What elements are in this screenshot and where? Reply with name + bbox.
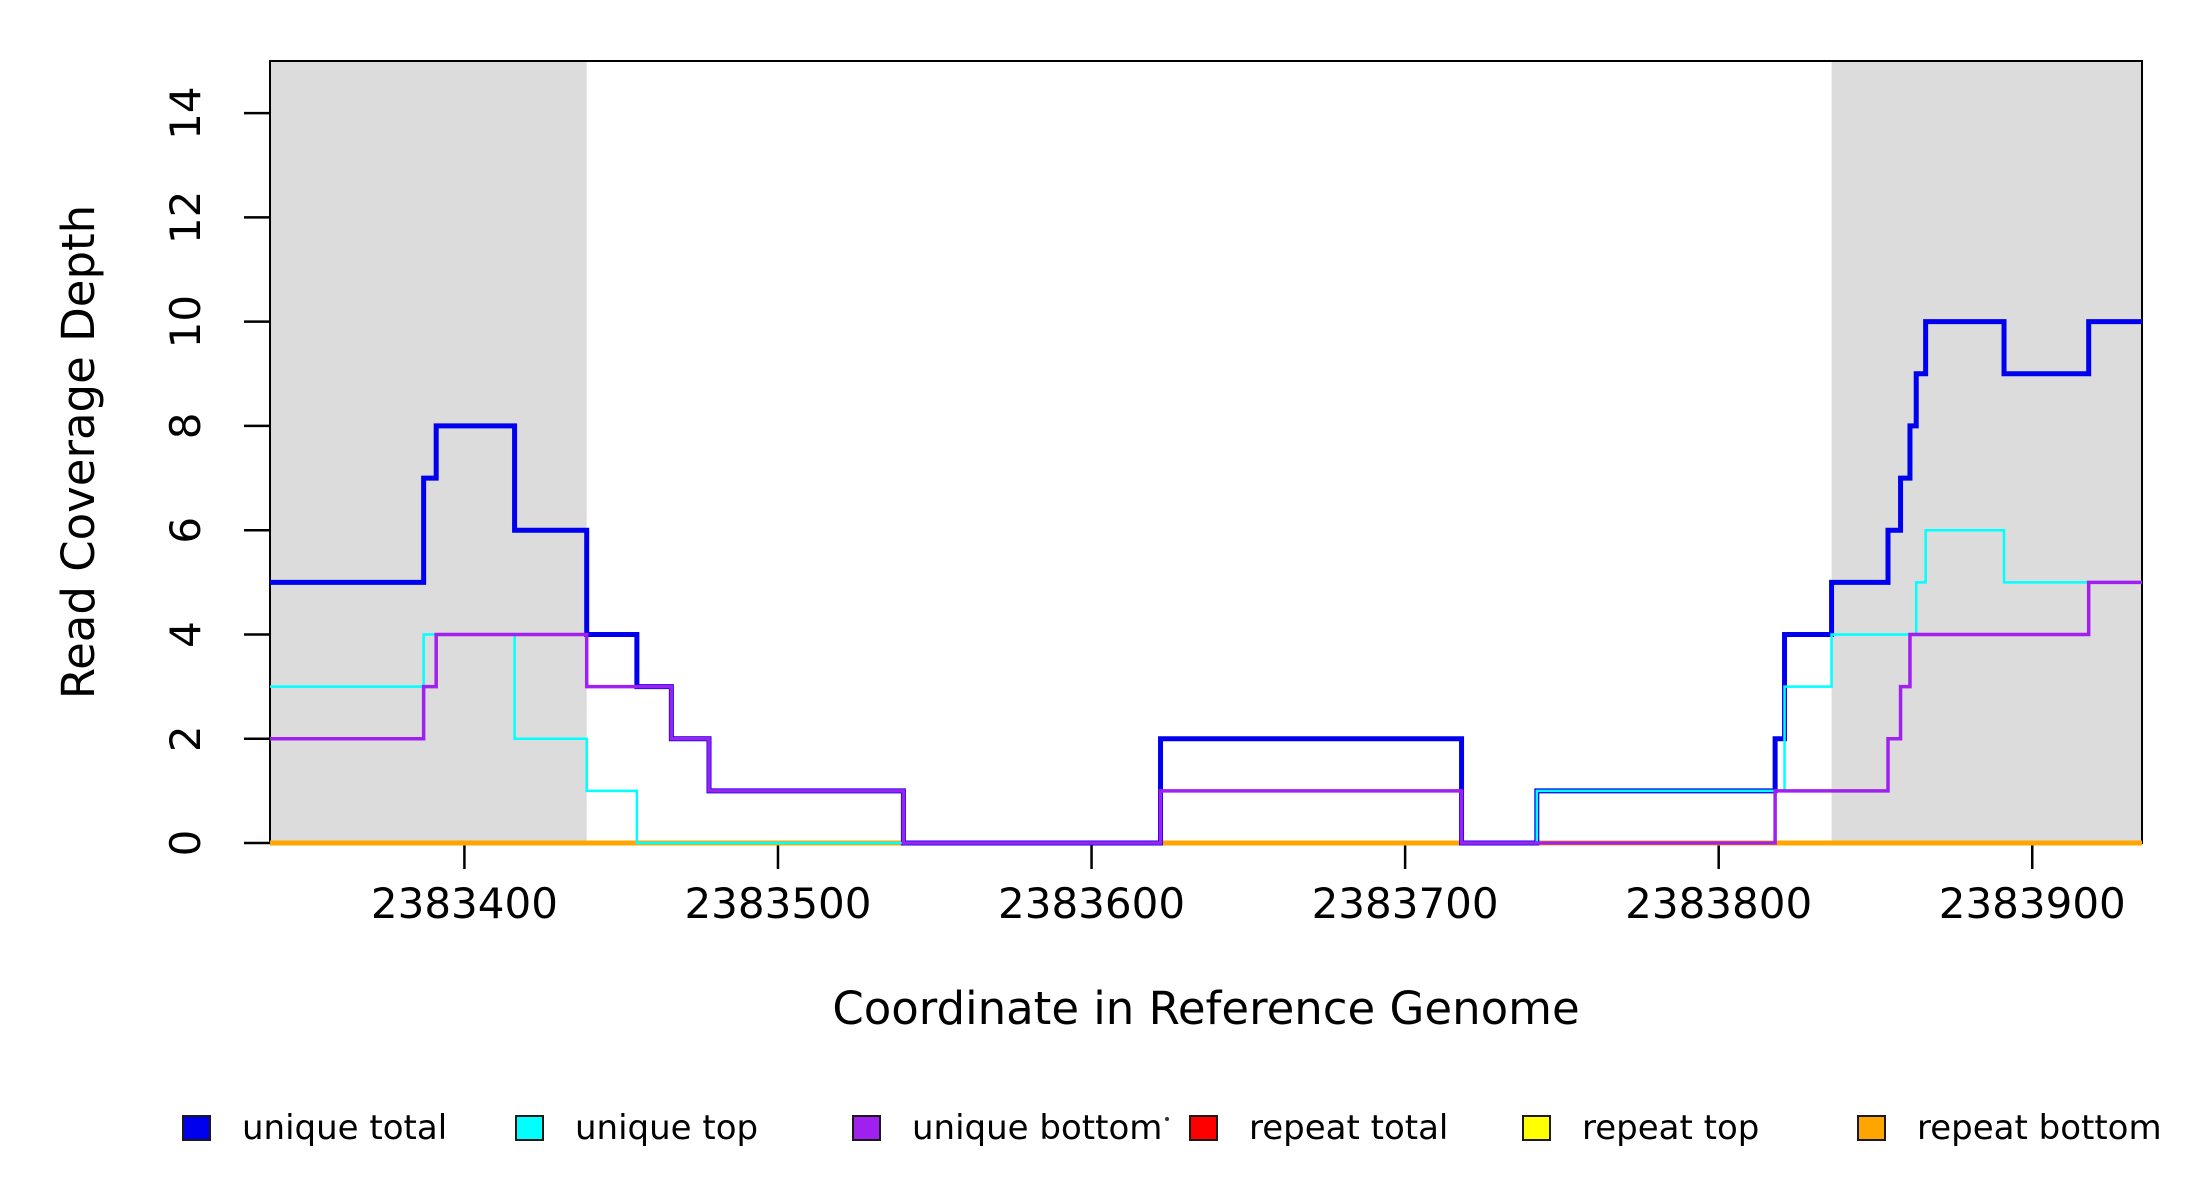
legend-item-unique-total: unique total [182, 1108, 447, 1148]
y-axis-tick-label: 4 [161, 621, 210, 648]
legend-label: unique top [575, 1108, 759, 1148]
legend-item-unique-bottom: unique bottom [852, 1108, 1162, 1148]
x-axis-tick-label: 2383600 [998, 879, 1185, 928]
y-axis-tick-label: 6 [161, 517, 210, 544]
y-axis-tick-label: 0 [161, 830, 210, 857]
repeat-region-band [270, 61, 587, 843]
x-axis-tick-label: 2383700 [1312, 879, 1499, 928]
legend: unique total unique top unique bottom re… [0, 1108, 2200, 1168]
legend-swatch-repeat-top [1522, 1115, 1551, 1141]
y-axis-tick-label: 8 [161, 413, 210, 440]
legend-label: unique bottom [912, 1108, 1163, 1148]
x-axis-title: Coordinate in Reference Genome [832, 982, 1580, 1035]
y-axis-title: Read Coverage Depth [52, 204, 105, 700]
legend-item-repeat-total: repeat total [1189, 1108, 1448, 1148]
legend-swatch-repeat-bottom [1857, 1115, 1886, 1141]
x-axis-tick-label: 2383800 [1625, 879, 1812, 928]
legend-label: repeat bottom [1917, 1108, 2162, 1148]
y-axis-tick-label: 14 [161, 86, 210, 139]
legend-swatch-repeat-total [1189, 1115, 1218, 1141]
x-axis-tick-label: 2383500 [684, 879, 871, 928]
legend-item-repeat-top: repeat top [1522, 1108, 1759, 1148]
x-axis-tick-label: 2383900 [1939, 879, 2126, 928]
series-line-unique-bottom [270, 580, 2142, 845]
legend-item-unique-top: unique top [515, 1108, 758, 1148]
stray-dot-artifact [1165, 1117, 1169, 1121]
x-axis-tick-label: 2383400 [371, 879, 558, 928]
legend-swatch-unique-total [182, 1115, 211, 1141]
y-axis-tick-label: 12 [161, 191, 210, 244]
y-axis-tick-label: 10 [161, 295, 210, 348]
repeat-region-band [1831, 61, 2142, 843]
y-axis-tick-label: 2 [161, 725, 210, 752]
legend-label: unique total [242, 1108, 448, 1148]
legend-item-repeat-bottom: repeat bottom [1857, 1108, 2162, 1148]
legend-swatch-unique-top [515, 1115, 544, 1141]
legend-swatch-unique-bottom [852, 1115, 881, 1141]
legend-label: repeat top [1582, 1108, 1760, 1148]
legend-label: repeat total [1249, 1108, 1449, 1148]
